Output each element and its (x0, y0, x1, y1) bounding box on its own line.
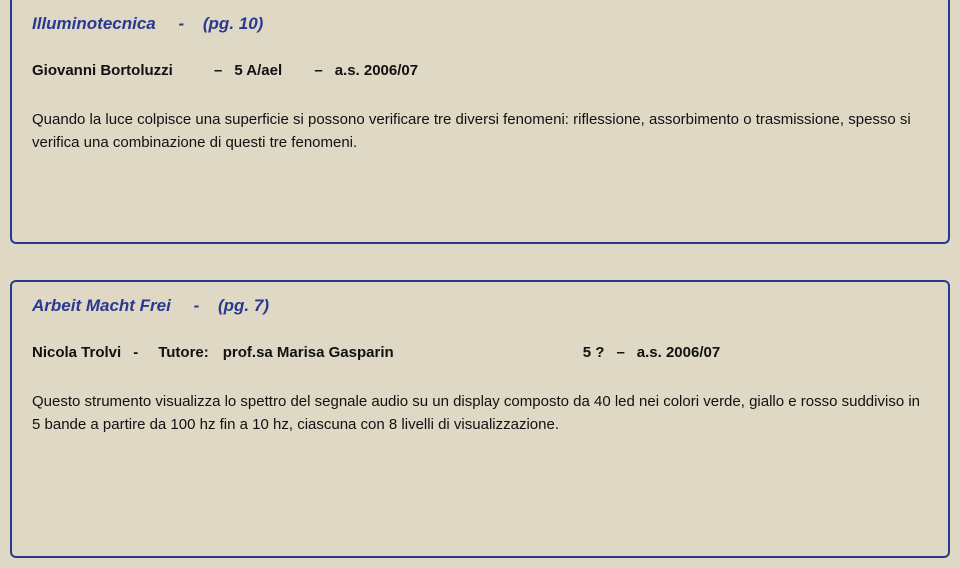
card1-title-row: Illuminotecnica - (pg. 10) (32, 14, 928, 34)
card2-title-dash: - (194, 296, 200, 315)
card2-tutor-label: Tutore: (158, 344, 209, 361)
card1-title-dash: - (178, 14, 184, 33)
card1-author-row: Giovanni Bortoluzzi – 5 A/ael – a.s. 200… (32, 62, 928, 79)
card1-year: a.s. 2006/07 (335, 62, 418, 79)
card2-tutor-name: prof.sa Marisa Gasparin (223, 344, 423, 361)
card2-body: Questo strumento visualizza lo spettro d… (32, 391, 928, 436)
card-illuminotecnica: Illuminotecnica - (pg. 10) Giovanni Bort… (10, 0, 950, 244)
card2-title-row: Arbeit Macht Frei - (pg. 7) (32, 296, 928, 316)
card2-year: a.s. 2006/07 (637, 344, 720, 361)
card2-author: Nicola Trolvi (32, 344, 121, 361)
card1-class-dash: – (314, 62, 322, 79)
card2-title: Arbeit Macht Frei (32, 296, 171, 315)
card1-class: 5 A/ael (234, 62, 302, 79)
card2-class-dash: – (616, 344, 624, 361)
card1-title: Illuminotecnica (32, 14, 156, 33)
card2-class: 5 ? (583, 344, 605, 361)
card1-page-ref: (pg. 10) (203, 14, 263, 33)
card1-body: Quando la luce colpisce una superficie s… (32, 109, 928, 154)
card1-author-dash: – (214, 62, 222, 79)
card2-author-row: Nicola Trolvi - Tutore: prof.sa Marisa G… (32, 344, 928, 361)
card2-author-dash: - (133, 344, 138, 361)
card2-page-ref: (pg. 7) (218, 296, 269, 315)
card1-author: Giovanni Bortoluzzi (32, 62, 202, 79)
card-arbeit: Arbeit Macht Frei - (pg. 7) Nicola Trolv… (10, 280, 950, 558)
